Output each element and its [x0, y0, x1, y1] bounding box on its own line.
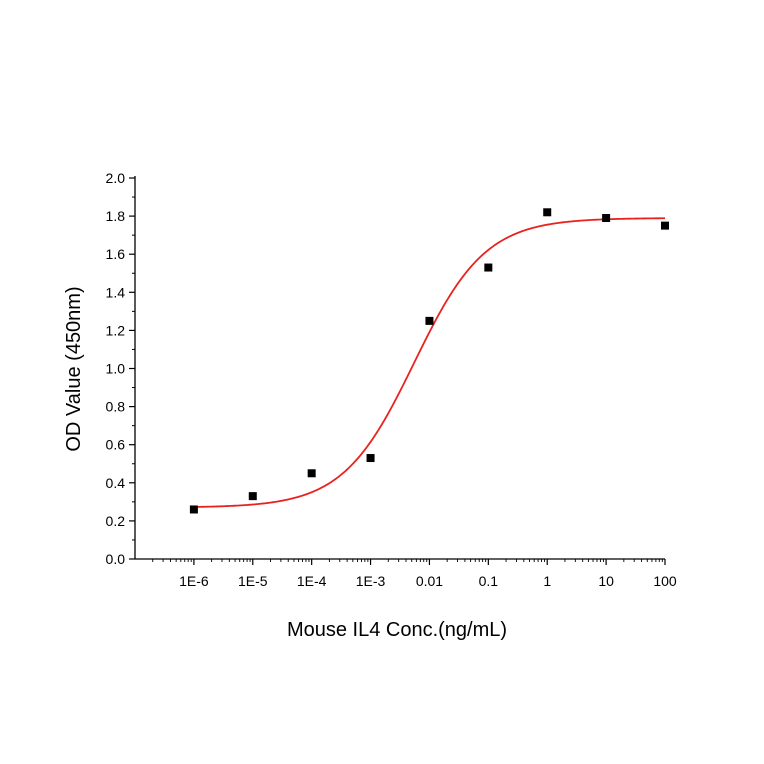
x-tick-label: 1E-4 — [297, 573, 327, 589]
data-point — [602, 214, 611, 223]
y-tick-label: 1.6 — [106, 246, 126, 262]
x-axis-title: Mouse IL4 Conc.(ng/mL) — [287, 619, 507, 641]
y-axis-title: OD Value (450nm) — [63, 286, 85, 451]
x-tick-label: 1E-6 — [179, 573, 209, 589]
y-tick-label: 1.0 — [106, 361, 126, 377]
data-point — [661, 221, 669, 230]
y-tick-label: 0.6 — [106, 437, 126, 453]
data-point — [543, 208, 552, 217]
y-tick-label: 1.8 — [106, 208, 126, 224]
data-point — [366, 454, 375, 463]
data-point — [425, 316, 434, 325]
x-tick-label: 1 — [543, 573, 551, 589]
data-point — [484, 263, 493, 272]
x-tick-label: 0.01 — [416, 573, 443, 589]
x-tick-label: 1E-3 — [356, 573, 386, 589]
x-tick-label: 1E-5 — [238, 573, 268, 589]
data-point — [189, 505, 198, 514]
x-tick-label: 0.1 — [479, 573, 499, 589]
y-tick-label: 0.8 — [106, 399, 126, 415]
plot-area: 0.0 0.2 0.4 0.6 0.8 1.0 1.2 1.4 1.6 1.8 2.0 1E-6 1E-… — [106, 170, 677, 589]
data-point — [248, 492, 257, 501]
y-tick-label: 2.0 — [106, 170, 126, 186]
x-tick-label: 100 — [653, 573, 677, 589]
y-tick-label: 1.2 — [106, 322, 126, 338]
y-tick-label: 0.0 — [106, 551, 126, 567]
y-tick-label: 0.2 — [106, 513, 126, 529]
x-tick-label: 10 — [598, 573, 614, 589]
y-tick-label: 1.4 — [106, 284, 126, 300]
fit-curve — [193, 217, 666, 508]
data-point — [307, 469, 316, 478]
y-tick-label: 0.4 — [106, 475, 126, 491]
